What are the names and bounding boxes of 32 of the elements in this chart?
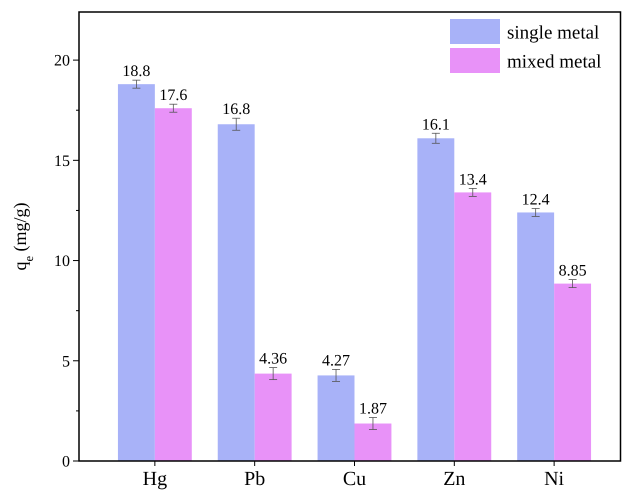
data-label: 13.4 (458, 171, 487, 188)
data-label: 18.8 (122, 63, 150, 80)
bar (354, 424, 392, 461)
x-tick-label: Pb (244, 468, 266, 490)
bar (154, 108, 192, 461)
x-tick-label: Hg (142, 468, 168, 490)
bar (218, 124, 255, 461)
data-label: 4.36 (259, 350, 288, 368)
data-label: 16.8 (222, 101, 250, 118)
y-tick-label: 0 (62, 454, 70, 471)
bar (118, 84, 155, 461)
x-tick-label: Cu (342, 468, 366, 490)
data-label: 16.1 (422, 116, 450, 134)
x-tick-label: Ni (544, 468, 565, 490)
legend-label: single metal (507, 22, 600, 44)
data-label: 12.4 (522, 191, 550, 208)
data-label: 8.85 (558, 262, 587, 280)
x-tick-label: Zn (443, 468, 466, 490)
bar (554, 284, 592, 461)
bar (454, 192, 492, 461)
y-tick-label: 5 (62, 353, 70, 370)
bar (254, 374, 292, 461)
data-label: 4.27 (322, 352, 350, 370)
data-label: 1.87 (358, 400, 387, 418)
bar (517, 212, 554, 461)
y-tick-label: 15 (54, 152, 70, 170)
bar (318, 375, 354, 461)
data-label: 17.6 (159, 87, 188, 104)
y-tick-label: 10 (54, 253, 70, 270)
y-tick-label: 20 (54, 52, 70, 70)
bar (417, 138, 454, 461)
legend-label: mixed metal (507, 52, 602, 73)
